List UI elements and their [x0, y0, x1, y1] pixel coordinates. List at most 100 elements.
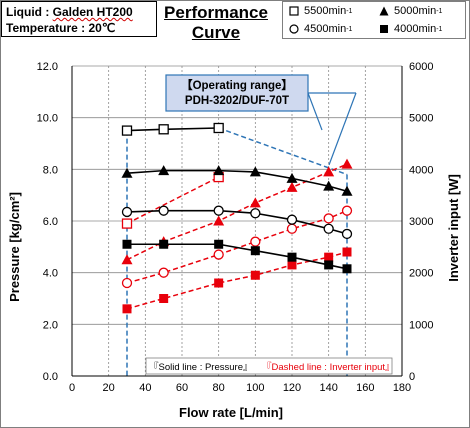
inverter-point — [122, 304, 132, 314]
y-right-tick-label: 2000 — [409, 268, 433, 280]
y-left-tick-label: 12.0 — [37, 61, 58, 73]
y-right-tick-label: 0 — [409, 371, 415, 383]
temperature-row: Temperature : 20℃ — [6, 20, 152, 36]
y-right-tick-label: 3000 — [409, 216, 433, 228]
x-tick-label: 20 — [103, 382, 115, 394]
pressure-point — [341, 228, 353, 240]
x-tick-label: 120 — [283, 382, 301, 394]
note-solid: 『Solid line : Pressure』 — [149, 362, 252, 373]
operating-range-top-edge — [218, 127, 348, 176]
y-left-tick-label: 6.0 — [43, 216, 58, 228]
callout-leader — [307, 92, 323, 131]
grid — [71, 65, 403, 377]
annotation-box — [165, 74, 309, 112]
inverter-point — [287, 260, 297, 270]
y-left-tick-label: 0.0 — [43, 371, 58, 383]
liquid-label: Liquid : — [6, 5, 50, 19]
open-square-icon — [289, 6, 299, 16]
x-tick-label: 140 — [319, 382, 337, 394]
chart-title-line2: Curve — [191, 23, 241, 42]
pressure-point — [286, 214, 298, 225]
inverter-point — [341, 158, 353, 169]
inverter-point — [342, 247, 352, 257]
inverter-point — [323, 166, 335, 177]
inverter-line — [126, 176, 220, 225]
inverter-point — [214, 278, 224, 288]
inverter-point — [213, 215, 225, 226]
inverter-point — [323, 213, 334, 224]
x-tick-label: 0 — [69, 382, 75, 394]
inverter-point — [121, 254, 133, 265]
pressure-point — [158, 205, 169, 216]
x-axis-label: Flow rate [L/min] — [179, 405, 283, 420]
pressure-point — [323, 223, 334, 234]
inverter-point — [249, 197, 261, 208]
y-left-tick-label: 2.0 — [43, 319, 58, 331]
x-tick-label: 80 — [213, 382, 225, 394]
x-tick-label: 40 — [139, 382, 151, 394]
pressure-point — [324, 260, 334, 270]
legend-label: 5000min — [394, 5, 437, 17]
inverter-point — [213, 249, 224, 260]
legend-item-5500: 5500min -1 — [289, 5, 352, 17]
legend-unit-exp: -1 — [346, 25, 353, 33]
legend-item-4000: 4000min -1 — [379, 23, 442, 35]
x-tick-label: 100 — [246, 382, 264, 394]
annotation-line2: PDH-3202/DUF-70T — [185, 95, 289, 107]
filled-square-icon — [380, 25, 388, 33]
x-tick-label: 160 — [356, 382, 374, 394]
pressure-point — [122, 239, 132, 249]
temperature-label: Temperature : — [6, 21, 86, 35]
test-conditions-box: Liquid : Galden HT200 Temperature : 20℃ — [1, 1, 157, 37]
y-left-tick-label: 4.0 — [43, 268, 58, 280]
pressure-point — [158, 124, 169, 135]
inverter-point — [158, 267, 169, 278]
chart-title: Performance Curve — [158, 3, 274, 43]
inverter-point — [286, 181, 298, 192]
pressure-point — [250, 208, 261, 219]
pressure-point — [287, 252, 297, 262]
y-axis-right-label: Inverter input [W] — [446, 174, 461, 282]
legend-unit-exp: -1 — [436, 7, 443, 15]
inverter-point — [121, 277, 133, 289]
inverter-point — [324, 252, 334, 262]
pressure-point — [250, 246, 260, 256]
x-tick-label: 180 — [393, 382, 411, 394]
pressure-point — [213, 165, 225, 176]
inverter-point — [286, 223, 298, 234]
temperature-value: 20℃ — [88, 21, 116, 35]
inverter-point — [250, 236, 261, 247]
liquid-row: Liquid : Galden HT200 — [6, 4, 152, 20]
legend-label: 4000min — [394, 23, 437, 35]
inverter-point — [341, 205, 353, 216]
pressure-point — [121, 206, 133, 218]
pressure-point — [323, 180, 335, 191]
inverter-point — [121, 218, 133, 229]
y-left-tick-label: 10.0 — [37, 113, 58, 125]
note-dashed: 『Dashed line : Inverter input』 — [262, 362, 395, 373]
legend-label: 4500min — [304, 23, 347, 35]
liquid-value: Galden HT200 — [52, 5, 133, 19]
y-axis-left-label: Pressure [kg/cm²] — [7, 192, 22, 302]
y-right-tick-label: 1000 — [409, 319, 433, 331]
pressure-point — [286, 172, 298, 183]
annotation-line1: 【Operating range】 — [181, 79, 293, 92]
pressure-point — [121, 125, 133, 136]
pressure-point — [249, 166, 261, 177]
line-style-note: 『Solid line : Pressure』 『Dashed line : I… — [145, 357, 395, 375]
legend-item-5000: 5000min -1 — [379, 5, 442, 17]
annotation-callout: 【Operating range】 PDH-3202/DUF-70T — [165, 74, 309, 112]
pressure-point — [342, 264, 352, 274]
note-box — [145, 357, 393, 375]
open-circle-icon — [289, 24, 299, 34]
series-layer — [121, 122, 353, 314]
filled-triangle-icon — [379, 6, 389, 16]
legend-label: 5500min — [304, 5, 347, 17]
pressure-point — [341, 185, 353, 196]
pressure-point — [158, 165, 170, 176]
pressure-point — [121, 167, 133, 178]
y-right-tick-label: 4000 — [409, 164, 433, 176]
y-right-tick-label: 5000 — [409, 113, 433, 125]
legend-unit-exp: -1 — [436, 25, 443, 33]
